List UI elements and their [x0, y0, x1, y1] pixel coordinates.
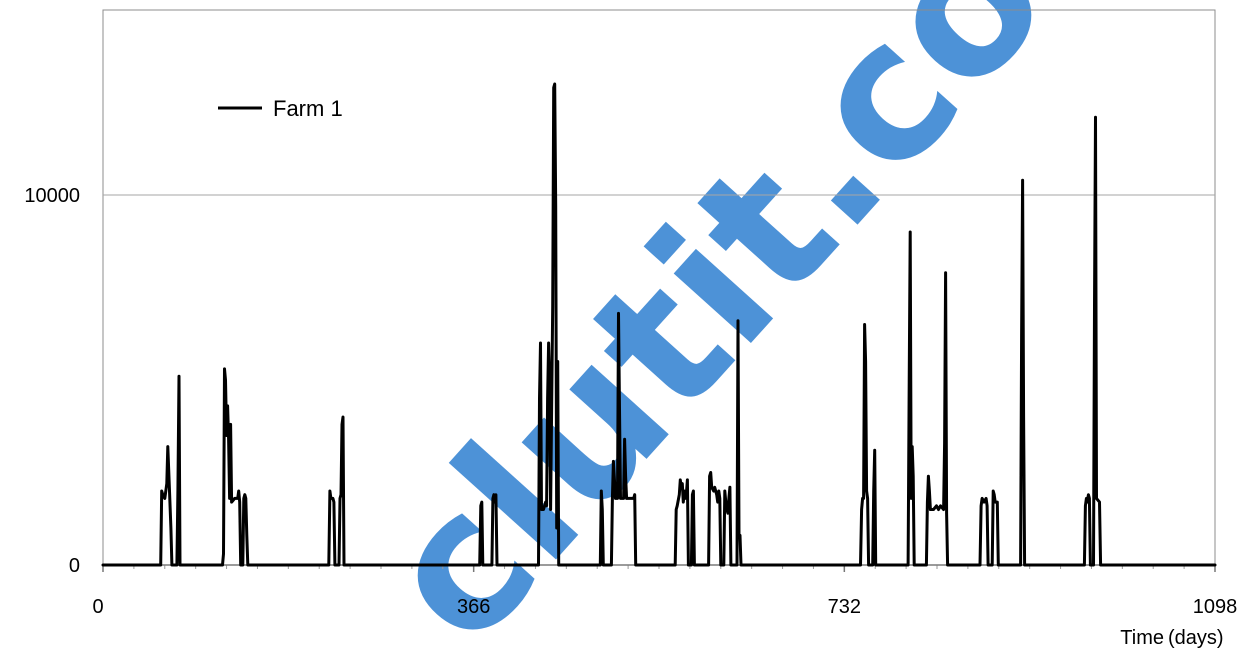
y-tick-label: 10000: [24, 185, 80, 207]
series-line-farm-1: [101, 82, 1217, 567]
x-axis-title-text: Time: [1120, 627, 1164, 649]
x-tick-label: 1098: [1193, 596, 1238, 618]
y-tick-labels: 0 10000: [24, 185, 80, 577]
x-tick-label: 366: [457, 596, 490, 618]
y-tick-label: 0: [69, 555, 80, 577]
x-tick-labels: 0 366 732 1098: [92, 596, 1237, 618]
series-layer: [101, 82, 1217, 567]
x-axis-title: Time (days): [1120, 627, 1223, 649]
x-tick-label: 0: [92, 596, 103, 618]
x-axis-title-unit: (days): [1168, 627, 1224, 649]
x-tick-label: 732: [828, 596, 861, 618]
legend-label-farm-1: Farm 1: [273, 96, 343, 121]
legend: Farm 1: [218, 96, 343, 121]
